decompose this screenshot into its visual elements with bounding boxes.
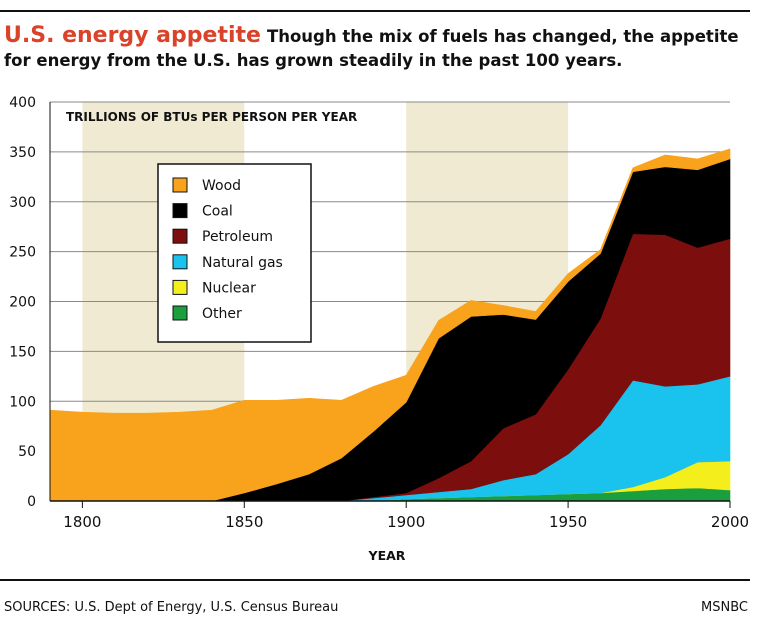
x-axis-title: YEAR xyxy=(368,548,406,563)
y-tick-label-400: 400 xyxy=(9,95,36,111)
legend-label-nuclear: Nuclear xyxy=(202,280,256,296)
x-tick-label-1850: 1850 xyxy=(225,513,263,531)
legend-label-other: Other xyxy=(202,306,242,322)
legend-swatch-natural-gas xyxy=(172,254,188,270)
stacked-area-chart: 0 50 100 150 200 250 300 350 400 1800 1850 1900 1950… xyxy=(9,95,749,563)
y-tick-label-300: 300 xyxy=(9,195,36,211)
y-tick-label-50: 50 xyxy=(18,444,36,460)
area-wood xyxy=(49,148,731,502)
credit-label: MSNBC xyxy=(701,600,748,615)
headline: U.S. energy appetite Though the mix of fu… xyxy=(4,24,749,73)
legend-swatch-other xyxy=(172,305,188,321)
x-tick-label-2000: 2000 xyxy=(711,513,749,531)
x-tick-label-1900: 1900 xyxy=(387,513,425,531)
y-tick-label-150: 150 xyxy=(9,344,36,360)
x-tick-label-1950: 1950 xyxy=(549,513,587,531)
x-tick-label-1800: 1800 xyxy=(63,513,101,531)
chart-title: U.S. energy appetite xyxy=(4,23,261,48)
legend-swatch-petroleum xyxy=(172,228,188,244)
legend-label-petroleum: Petroleum xyxy=(202,229,273,245)
y-tick-label-350: 350 xyxy=(9,145,36,161)
chart-subtitle: Though the mix of fuels has changed, the… xyxy=(4,27,739,70)
bottom-rule xyxy=(0,579,750,581)
legend-label-coal: Coal xyxy=(202,204,233,220)
y-tick-label-0: 0 xyxy=(27,494,36,510)
legend-swatch-nuclear xyxy=(172,279,188,295)
legend-swatch-coal xyxy=(172,203,188,219)
legend-label-natural-gas: Natural gas xyxy=(202,255,283,271)
top-rule xyxy=(0,10,750,12)
y-tick-label-100: 100 xyxy=(9,394,36,410)
legend-label-wood: Wood xyxy=(202,178,241,194)
y-tick-label-200: 200 xyxy=(9,295,36,311)
units-label: TRILLIONS OF BTUs PER PERSON PER YEAR xyxy=(66,110,357,124)
legend-swatch-wood xyxy=(172,177,188,193)
sources-note: SOURCES: U.S. Dept of Energy, U.S. Censu… xyxy=(4,600,339,615)
y-tick-label-250: 250 xyxy=(9,245,36,261)
